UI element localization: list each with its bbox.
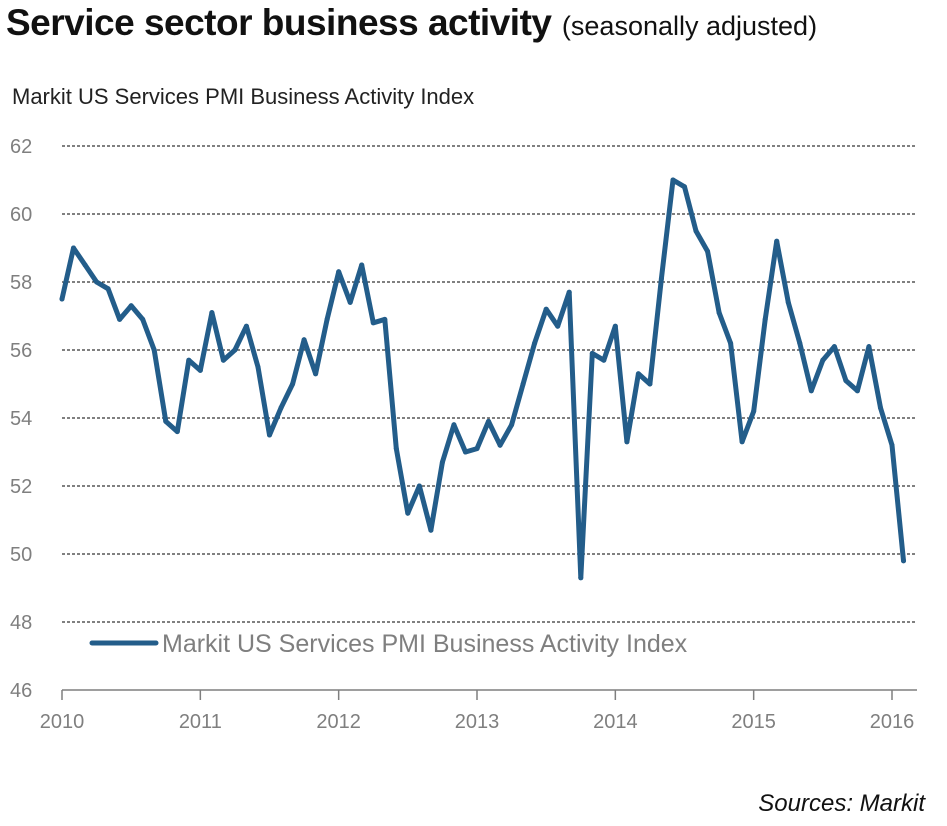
y-tick-label: 62: [10, 136, 32, 158]
data-point: [290, 381, 296, 387]
y-tick-label: 52: [10, 476, 32, 498]
data-point: [589, 350, 595, 356]
x-tick-label: 2012: [316, 711, 361, 733]
data-point: [509, 422, 515, 428]
data-point: [543, 306, 549, 312]
data-point: [866, 344, 872, 350]
data-point: [624, 439, 630, 445]
data-point: [451, 422, 457, 428]
data-point: [174, 429, 180, 435]
data-point: [762, 316, 768, 322]
y-tick-label: 58: [10, 272, 32, 294]
chart-subtitle: (seasonally adjusted): [561, 11, 818, 41]
data-point: [255, 364, 261, 370]
data-point: [140, 316, 146, 322]
x-tick-label: 2015: [731, 711, 776, 733]
y-tick-label: 60: [10, 204, 32, 226]
data-point: [382, 316, 388, 322]
source-note: Sources: Markit: [758, 790, 925, 817]
data-point: [877, 405, 883, 411]
data-point: [405, 510, 411, 516]
data-point: [243, 323, 249, 329]
data-point: [635, 371, 641, 377]
chart-title: Service sector business activity: [6, 2, 552, 43]
data-point: [347, 299, 353, 305]
data-point: [151, 347, 157, 353]
data-point: [220, 357, 226, 363]
chart-series-label: Markit US Services PMI Business Activity…: [12, 84, 475, 109]
data-point: [267, 432, 272, 438]
x-tick-label: 2011: [179, 711, 222, 733]
data-point: [532, 340, 538, 346]
data-point: [901, 558, 907, 564]
data-point: [393, 446, 399, 452]
data-point: [474, 446, 480, 452]
chart-title-block: Service sector business activity (season…: [6, 2, 817, 44]
data-point: [128, 303, 134, 309]
data-point: [889, 442, 895, 448]
data-point: [728, 340, 734, 346]
data-point: [359, 262, 365, 268]
data-point: [820, 357, 826, 363]
data-point: [647, 381, 653, 387]
data-point: [658, 276, 664, 282]
y-tick-label: 56: [10, 340, 32, 362]
data-point: [186, 357, 192, 363]
data-point: [566, 289, 572, 295]
data-point: [301, 337, 307, 343]
data-point: [785, 299, 791, 305]
data-point: [117, 316, 123, 322]
data-point: [670, 177, 676, 183]
data-point: [336, 269, 342, 275]
y-tick-label: 46: [10, 680, 32, 702]
data-point: [313, 371, 319, 377]
data-point: [105, 286, 111, 292]
data-point: [94, 279, 100, 285]
data-point: [831, 344, 837, 350]
data-point: [520, 381, 526, 387]
data-point: [416, 483, 422, 489]
y-tick-label: 50: [10, 544, 32, 566]
data-point: [808, 388, 814, 394]
data-point: [774, 238, 780, 244]
data-point: [278, 405, 284, 411]
data-point: [163, 418, 169, 424]
data-point: [370, 320, 376, 326]
x-tick-label: 2016: [870, 711, 915, 733]
y-tick-label: 54: [10, 408, 32, 430]
data-point: [232, 347, 238, 353]
data-point: [843, 378, 849, 384]
data-point: [486, 418, 492, 424]
data-point: [739, 439, 745, 445]
data-point: [693, 228, 699, 234]
data-point: [854, 388, 860, 394]
legend-label: Markit US Services PMI Business Activity…: [162, 630, 688, 658]
x-tick-label: 2013: [455, 711, 500, 733]
data-point: [682, 184, 687, 190]
series-line: [59, 177, 906, 581]
data-point: [462, 449, 468, 455]
data-point: [428, 527, 434, 533]
data-point: [601, 357, 607, 363]
data-point: [197, 367, 203, 373]
data-point: [209, 310, 215, 316]
x-tick-label: 2014: [593, 711, 638, 733]
data-point: [59, 296, 65, 302]
data-point: [751, 408, 757, 414]
data-point: [578, 575, 584, 581]
data-point: [324, 316, 330, 322]
data-point: [716, 310, 722, 316]
data-point: [555, 323, 561, 329]
y-tick-label: 48: [10, 612, 32, 634]
data-point: [439, 459, 445, 465]
data-point: [705, 248, 711, 254]
data-point: [497, 442, 503, 448]
data-point: [82, 262, 88, 268]
data-point: [71, 245, 77, 251]
x-tick-label: 2010: [40, 711, 85, 733]
data-point: [797, 340, 803, 346]
data-point: [612, 323, 618, 329]
